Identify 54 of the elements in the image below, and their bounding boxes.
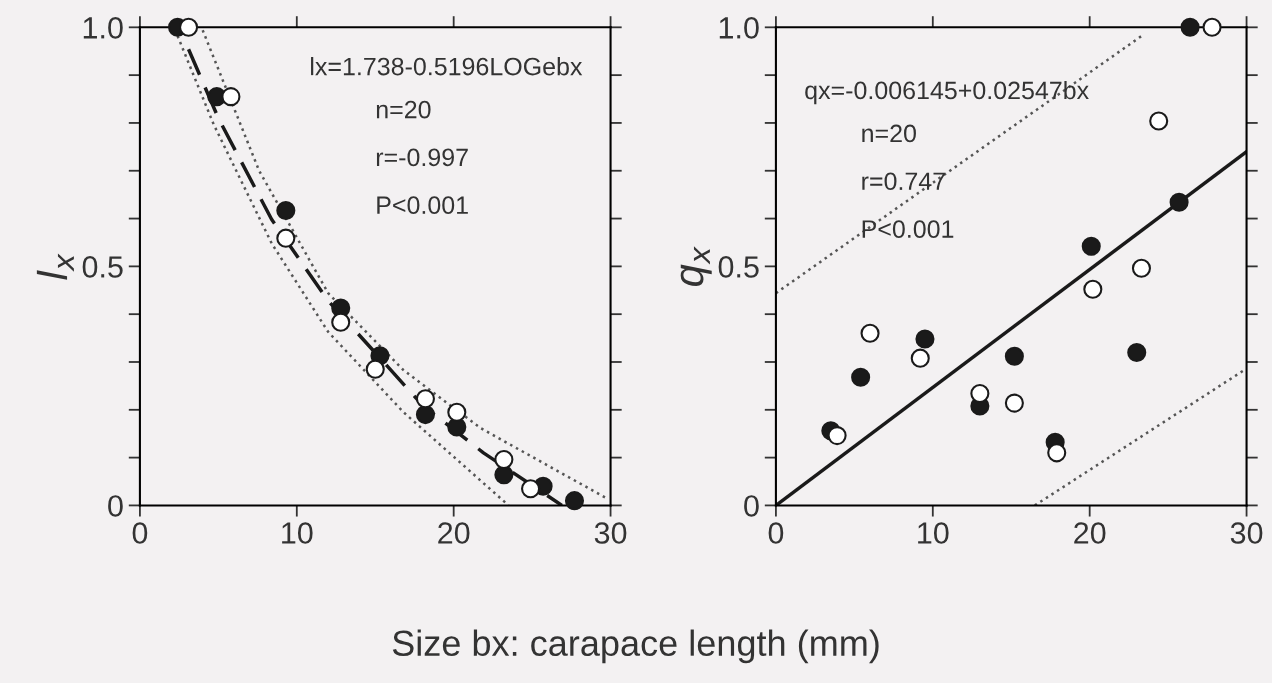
point (1202, 17, 1222, 37)
point (447, 402, 467, 422)
annotation: n=20 (376, 100, 431, 119)
point (415, 389, 435, 409)
annotation: n=20 (862, 124, 916, 143)
y-tick-label: 0 (744, 495, 759, 517)
x-tick-label: 30 (594, 522, 627, 544)
x-axis-title: Size bx: carapace length (mm) (392, 629, 879, 664)
y-tick-label: 1.0 (719, 17, 759, 39)
point (1004, 346, 1024, 366)
point (494, 449, 514, 470)
x-tick-label: 10 (282, 522, 313, 544)
point (1131, 258, 1151, 278)
y-axis-title: q$_{x}$ (680, 246, 712, 287)
y-tick-label: 1.0 (83, 17, 123, 39)
annotation: r=-0.997 (376, 148, 468, 167)
annotation: qx=-0.006145+0.02547bx (805, 80, 1089, 105)
y-tick-label: 0 (108, 495, 123, 517)
point (564, 491, 585, 511)
point (365, 359, 385, 379)
point (1004, 393, 1024, 413)
point (860, 323, 880, 343)
point (1180, 17, 1200, 37)
point (179, 17, 199, 37)
point (221, 87, 241, 107)
point (915, 329, 935, 349)
point (415, 405, 435, 425)
point (1047, 443, 1067, 463)
x-tick-label: 30 (1230, 522, 1263, 544)
point (851, 367, 871, 387)
point (970, 384, 990, 404)
annotation: lx=1.738-0.5196LOGebx (311, 57, 583, 76)
x-tick-label: 20 (438, 522, 470, 544)
point (521, 479, 541, 499)
x-tick-label: 10 (918, 522, 949, 544)
point (827, 426, 847, 446)
point (1083, 279, 1103, 299)
y-tick-label: 0.5 (718, 256, 759, 278)
x-tick-label: 0 (132, 522, 148, 544)
y-axis-title: l$_{x}$ (36, 253, 74, 280)
x-tick-label: 0 (768, 522, 784, 544)
y-tick-label: 0.5 (82, 256, 123, 278)
point (331, 312, 351, 332)
point (910, 348, 930, 368)
point (1149, 111, 1169, 131)
annotation: P<0.001 (862, 220, 954, 238)
point (276, 200, 296, 220)
point (1169, 192, 1189, 212)
point (1127, 342, 1147, 362)
point (276, 228, 296, 248)
point (1081, 236, 1101, 256)
annotation: P<0.001 (377, 196, 468, 215)
x-tick-label: 20 (1074, 522, 1106, 544)
annotation: r=0.747 (862, 172, 945, 191)
